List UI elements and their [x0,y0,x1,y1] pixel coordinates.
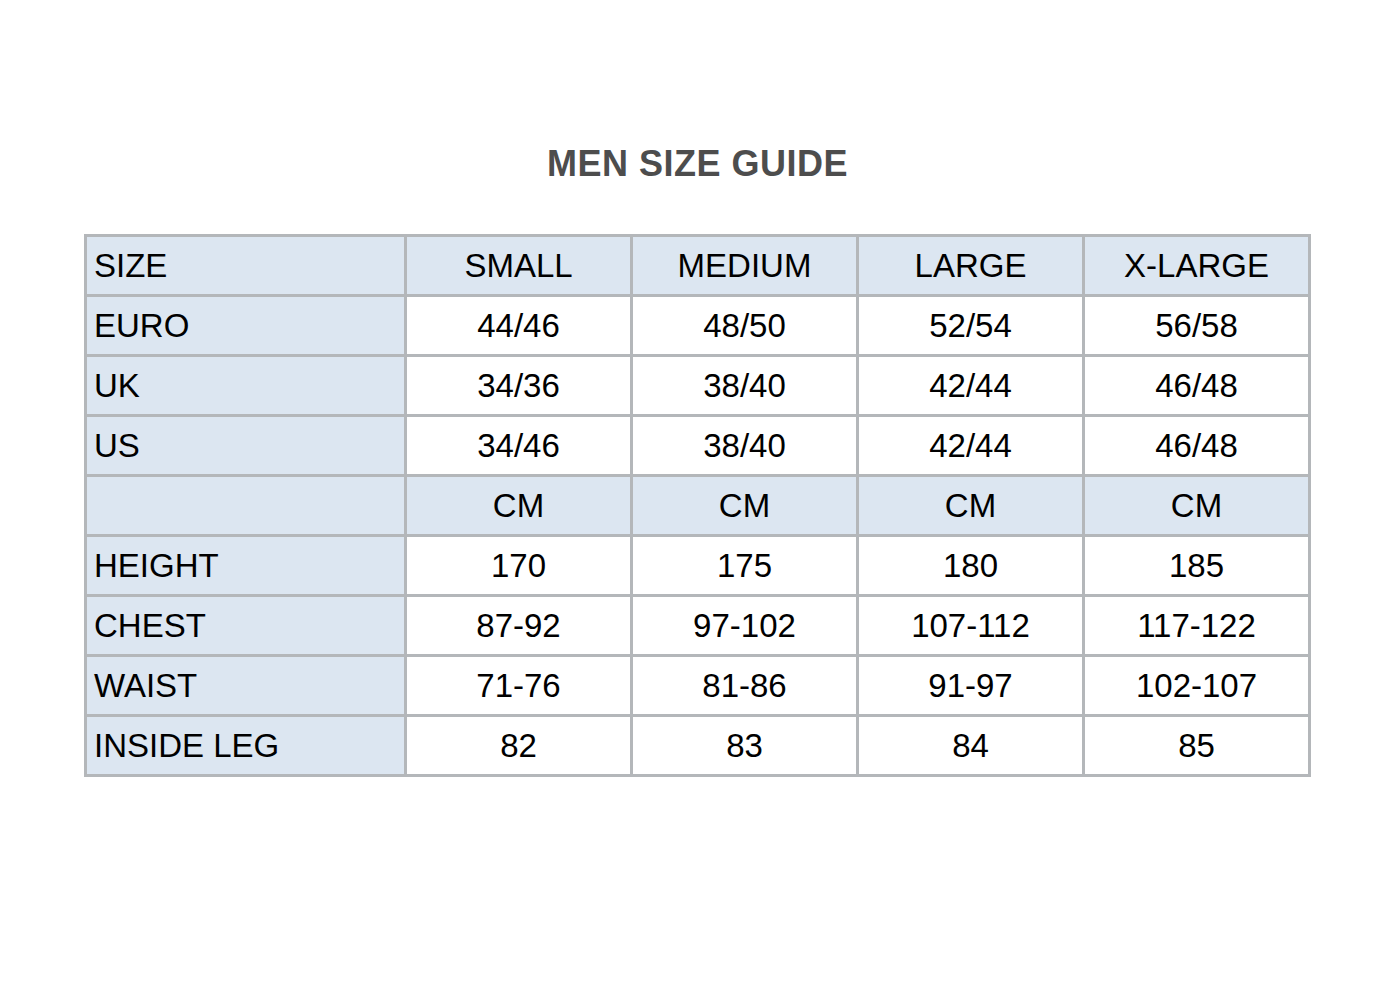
row-value-cell: 56/58 [1084,296,1310,356]
row-value-cell: 34/36 [406,356,632,416]
header-large-cell: LARGE [858,236,1084,296]
row-value-cell: 83 [632,716,858,776]
row-value-cell: 180 [858,536,1084,596]
table-row-height: HEIGHT 170 175 180 185 [86,536,1310,596]
header-small-cell: SMALL [406,236,632,296]
row-value-cell: 85 [1084,716,1310,776]
table-row-inside-leg: INSIDE LEG 82 83 84 85 [86,716,1310,776]
row-value-cell: 38/40 [632,356,858,416]
row-value-cell: 46/48 [1084,416,1310,476]
table-header-row: SIZE SMALL MEDIUM LARGE X-LARGE [86,236,1310,296]
table-row-us: US 34/46 38/40 42/44 46/48 [86,416,1310,476]
row-value-cell: 82 [406,716,632,776]
row-value-cell: CM [1084,476,1310,536]
row-value-cell: 42/44 [858,416,1084,476]
row-value-cell: 175 [632,536,858,596]
table-row-euro: EURO 44/46 48/50 52/54 56/58 [86,296,1310,356]
header-xlarge-cell: X-LARGE [1084,236,1310,296]
row-value-cell: 117-122 [1084,596,1310,656]
row-value-cell: 38/40 [632,416,858,476]
row-label-cell: UK [86,356,406,416]
row-label-cell: EURO [86,296,406,356]
table-row-chest: CHEST 87-92 97-102 107-112 117-122 [86,596,1310,656]
row-value-cell: 34/46 [406,416,632,476]
row-value-cell: 170 [406,536,632,596]
row-value-cell: 81-86 [632,656,858,716]
row-value-cell: 52/54 [858,296,1084,356]
row-label-cell: CHEST [86,596,406,656]
row-label-cell [86,476,406,536]
row-value-cell: 48/50 [632,296,858,356]
row-label-cell: US [86,416,406,476]
row-value-cell: 185 [1084,536,1310,596]
size-guide-table: SIZE SMALL MEDIUM LARGE X-LARGE EURO 44/… [84,234,1311,777]
row-label-cell: HEIGHT [86,536,406,596]
row-value-cell: 71-76 [406,656,632,716]
table-row-waist: WAIST 71-76 81-86 91-97 102-107 [86,656,1310,716]
row-value-cell: 84 [858,716,1084,776]
table-row-uk: UK 34/36 38/40 42/44 46/48 [86,356,1310,416]
row-value-cell: 46/48 [1084,356,1310,416]
table-row-cm-units: CM CM CM CM [86,476,1310,536]
row-label-cell: WAIST [86,656,406,716]
row-value-cell: 91-97 [858,656,1084,716]
row-label-cell: INSIDE LEG [86,716,406,776]
row-value-cell: CM [406,476,632,536]
header-medium-cell: MEDIUM [632,236,858,296]
row-value-cell: 44/46 [406,296,632,356]
row-value-cell: 87-92 [406,596,632,656]
row-value-cell: CM [858,476,1084,536]
row-value-cell: 42/44 [858,356,1084,416]
row-value-cell: 102-107 [1084,656,1310,716]
row-value-cell: CM [632,476,858,536]
row-value-cell: 107-112 [858,596,1084,656]
page-title: MEN SIZE GUIDE [84,143,1311,185]
header-size-cell: SIZE [86,236,406,296]
row-value-cell: 97-102 [632,596,858,656]
